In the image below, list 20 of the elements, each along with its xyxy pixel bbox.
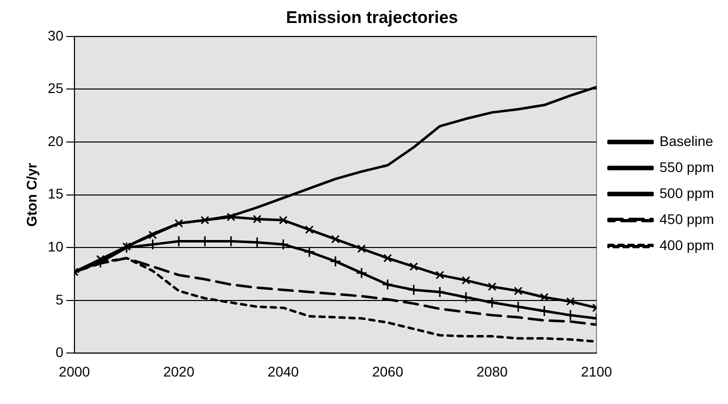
chart-title: Emission trajectories [286, 8, 458, 27]
x-tick-label: 2040 [268, 363, 300, 380]
legend-label: 500 ppm [660, 184, 714, 201]
x-tick-label: 2100 [580, 363, 612, 380]
x-tick-label: 2020 [163, 363, 195, 380]
y-axis-title: Gton C/yr [23, 162, 40, 227]
y-tick-label: 20 [48, 132, 64, 149]
legend-label: 450 ppm [660, 210, 714, 227]
legend-label: Baseline [660, 132, 714, 149]
y-tick-label: 25 [48, 80, 64, 96]
legend-label: 400 ppm [660, 236, 714, 253]
x-tick-label: 2000 [58, 363, 90, 380]
x-tick-label: 2060 [372, 363, 404, 380]
y-tick-label: 10 [48, 238, 64, 254]
x-tick-label: 2080 [476, 363, 508, 380]
legend-label: 550 ppm [660, 158, 714, 175]
y-tick-label: 15 [48, 186, 64, 202]
y-tick-label: 30 [48, 27, 64, 44]
y-tick-label: 0 [56, 344, 64, 360]
y-tick-label: 5 [56, 291, 64, 308]
